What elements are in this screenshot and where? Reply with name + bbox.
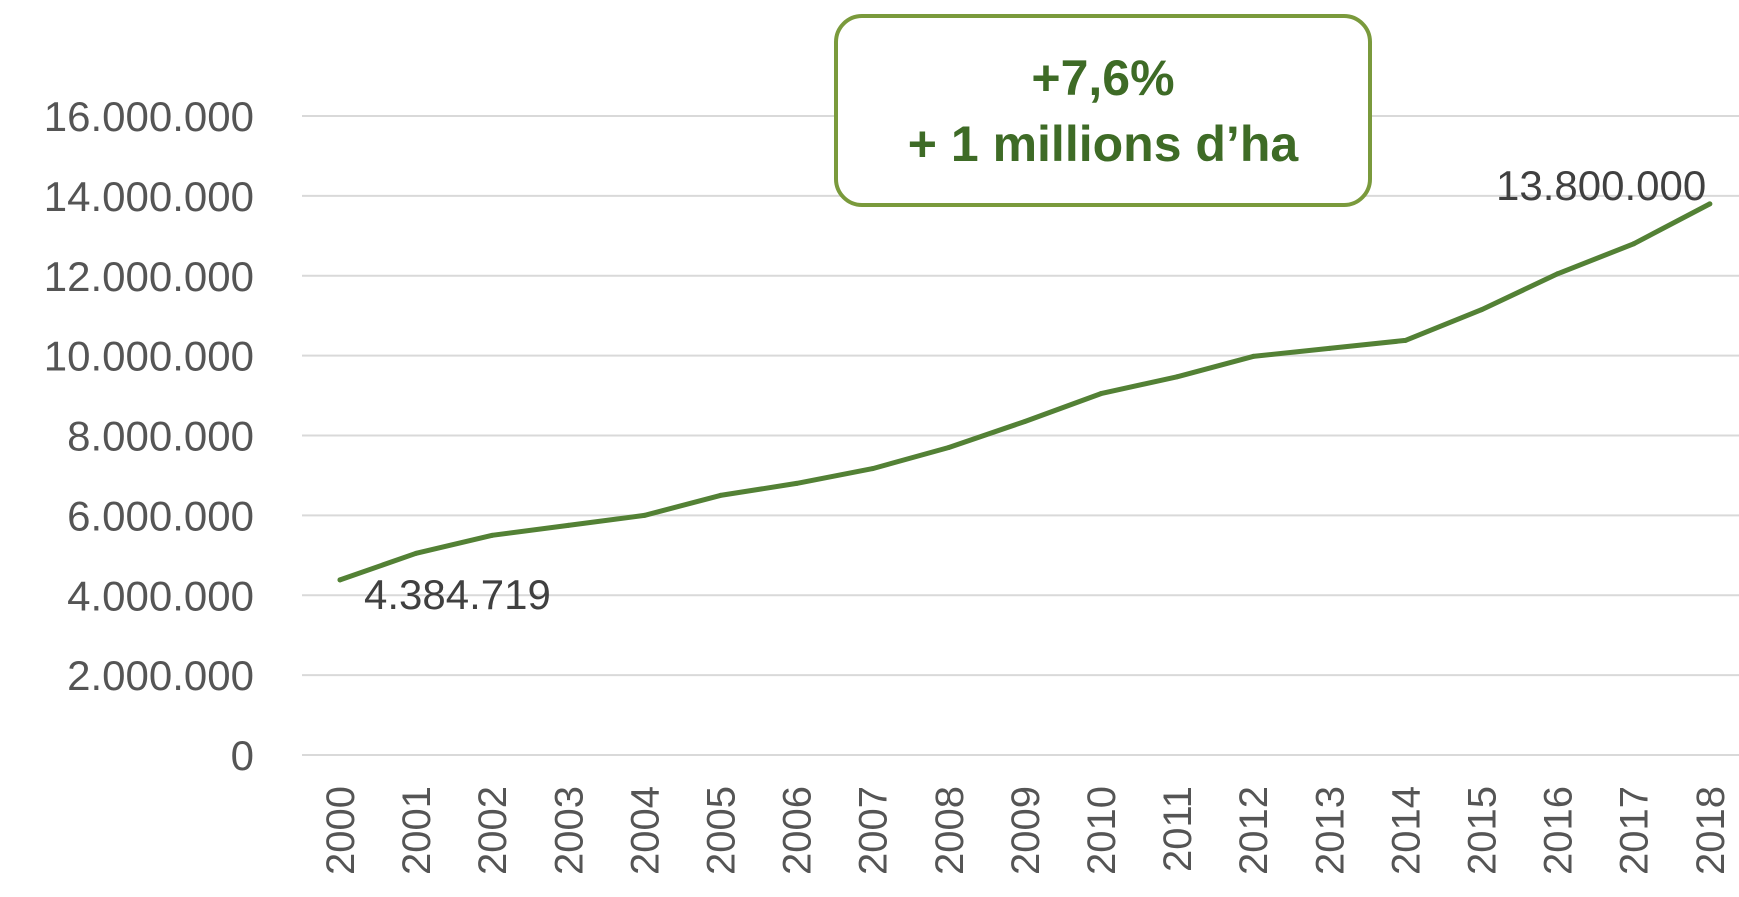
series-area-ha: [337, 201, 1713, 583]
y-tick-label: 0: [231, 732, 254, 779]
y-tick-label: 2.000.000: [67, 652, 254, 699]
x-tick-label: 2011: [1156, 786, 1200, 872]
data-point: [1250, 353, 1256, 359]
data-point: [413, 550, 419, 556]
data-point: [1402, 337, 1408, 343]
series-line: [337, 201, 1713, 583]
data-point: [1555, 271, 1561, 277]
x-tick-label: 2012: [1232, 786, 1276, 875]
data-point: [1631, 241, 1637, 247]
gridlines: [302, 115, 1739, 756]
x-tick-label: 2007: [852, 786, 896, 875]
x-tick-label: 2013: [1308, 786, 1352, 875]
x-tick-label: 2002: [471, 786, 515, 875]
data-point: [1479, 307, 1484, 313]
x-tick-label: 2010: [1080, 786, 1124, 875]
x-tick-label: 2008: [928, 786, 972, 875]
x-tick-label: 2005: [700, 786, 744, 875]
y-tick-label: 12.000.000: [44, 253, 254, 300]
x-tick-label: 2017: [1613, 786, 1657, 875]
data-labels: 4.384.719 13.800.000: [364, 162, 1706, 618]
y-tick-label: 10.000.000: [44, 333, 254, 380]
x-tick-label: 2004: [623, 786, 667, 875]
data-point: [337, 577, 343, 583]
x-tick-label: 2003: [547, 786, 591, 875]
data-point: [489, 532, 495, 538]
data-point: [641, 512, 647, 518]
x-tick-label: 2016: [1537, 786, 1581, 875]
data-point: [718, 492, 723, 498]
x-tick-label: 2000: [319, 786, 363, 875]
data-point: [794, 480, 800, 486]
data-label-last: 13.800.000: [1496, 162, 1706, 209]
data-point: [1098, 391, 1104, 397]
y-tick-label: 14.000.000: [44, 173, 254, 220]
y-tick-label: 16.000.000: [44, 93, 254, 140]
x-tick-label: 2009: [1004, 786, 1048, 875]
y-tick-label: 8.000.000: [67, 413, 254, 460]
growth-percent: +7,6%: [1031, 49, 1175, 106]
data-point: [1707, 201, 1713, 207]
x-axis-tick-labels: 2000 2001 2002 2003 2004 2005 2006 2007 2008 2009…: [319, 786, 1733, 875]
x-tick-label: 2014: [1384, 786, 1428, 875]
y-axis-tick-labels: 0 2.000.000 4.000.000 6.000.000 8.000.000 10.…: [44, 93, 254, 779]
data-point: [1174, 374, 1180, 380]
data-label-first: 4.384.719: [364, 571, 551, 618]
data-point: [1326, 345, 1332, 351]
x-tick-label: 2015: [1461, 786, 1505, 875]
data-point: [565, 522, 571, 528]
growth-callout-box: +7,6% + 1 millions d’ha: [834, 14, 1372, 207]
x-tick-label: 2006: [776, 786, 820, 875]
growth-hectares: + 1 millions d’ha: [907, 115, 1299, 172]
y-tick-label: 6.000.000: [67, 492, 254, 539]
data-point: [1022, 419, 1028, 425]
x-tick-label: 2001: [395, 786, 439, 875]
y-tick-label: 4.000.000: [67, 572, 254, 619]
x-tick-label: 2018: [1689, 786, 1733, 875]
data-point: [946, 444, 952, 450]
data-point: [870, 466, 876, 472]
